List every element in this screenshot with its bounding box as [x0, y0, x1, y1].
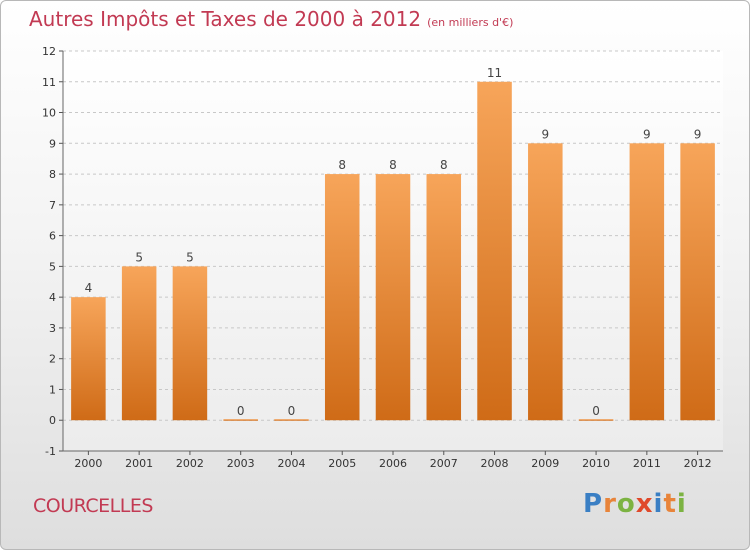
- value-label-2005: 8: [338, 158, 346, 172]
- value-label-2002: 5: [186, 250, 194, 264]
- value-label-2012: 9: [694, 127, 702, 141]
- x-tick-label-2002: 2002: [176, 457, 204, 470]
- y-tick-label: 5: [49, 260, 56, 273]
- bar-2009: [528, 143, 563, 421]
- value-label-2011: 9: [643, 127, 651, 141]
- value-label-2004: 0: [288, 404, 296, 418]
- y-tick-label: 7: [49, 199, 56, 212]
- logo-letter: o: [616, 489, 636, 519]
- value-label-2008: 11: [487, 66, 502, 80]
- value-label-2001: 5: [135, 250, 143, 264]
- x-tick-label-2009: 2009: [531, 457, 559, 470]
- logo-letter: x: [635, 489, 654, 519]
- y-tick-label: 11: [42, 76, 56, 89]
- value-label-2007: 8: [440, 158, 448, 172]
- x-tick-label-2012: 2012: [684, 457, 712, 470]
- bar-2003: [223, 419, 258, 421]
- y-tick-label: -1: [45, 445, 56, 458]
- y-tick-label: 2: [49, 353, 56, 366]
- bar-2001: [121, 266, 157, 421]
- bar-2006: [375, 174, 411, 421]
- x-tick-label-2008: 2008: [481, 457, 509, 470]
- x-tick-label-2000: 2000: [74, 457, 102, 470]
- proxiti-logo: Proxiti: [583, 489, 687, 519]
- y-tick-label: 9: [49, 137, 56, 150]
- y-tick-label: 4: [49, 291, 56, 304]
- y-tick-label: 8: [49, 168, 56, 181]
- logo-letter: r: [603, 489, 617, 519]
- title-unit: (en milliers d'€): [427, 16, 514, 29]
- bar-2012: [680, 143, 715, 421]
- x-tick-label-2006: 2006: [379, 457, 407, 470]
- logo-letter: i: [676, 489, 687, 519]
- value-label-2010: 0: [592, 404, 600, 418]
- logo-letter: P: [583, 489, 604, 519]
- logo-letter: t: [663, 489, 677, 519]
- x-tick-label-2011: 2011: [633, 457, 661, 470]
- x-tick-label-2004: 2004: [277, 457, 305, 470]
- value-label-2000: 4: [85, 281, 93, 295]
- x-tick-label-2001: 2001: [125, 457, 153, 470]
- title-main: Autres Impôts et Taxes de 2000 à 2012: [29, 7, 422, 31]
- bar-2007: [426, 174, 462, 421]
- y-tick-label: 0: [49, 414, 56, 427]
- x-tick-label-2010: 2010: [582, 457, 610, 470]
- commune-name: COURCELLES: [33, 495, 153, 517]
- value-label-2009: 9: [541, 127, 549, 141]
- bar-2005: [324, 174, 360, 421]
- bar-2008: [477, 81, 512, 421]
- x-tick-label-2005: 2005: [328, 457, 356, 470]
- x-tick-label-2007: 2007: [430, 457, 458, 470]
- y-tick-label: 10: [42, 107, 56, 120]
- y-tick-label: 1: [49, 383, 56, 396]
- bar-2010: [578, 419, 614, 421]
- y-tick-label: 3: [49, 322, 56, 335]
- bar-2000: [71, 297, 106, 421]
- bar-2011: [629, 143, 665, 421]
- logo-letter: i: [653, 489, 664, 519]
- x-tick-label-2003: 2003: [227, 457, 255, 470]
- y-tick-label: 6: [49, 230, 56, 243]
- value-label-2003: 0: [237, 404, 245, 418]
- bar-2004: [274, 419, 309, 421]
- bar-2002: [172, 266, 208, 421]
- chart-title: Autres Impôts et Taxes de 2000 à 2012 (en…: [29, 7, 513, 31]
- y-tick-label: 12: [42, 45, 56, 58]
- value-label-2006: 8: [389, 158, 397, 172]
